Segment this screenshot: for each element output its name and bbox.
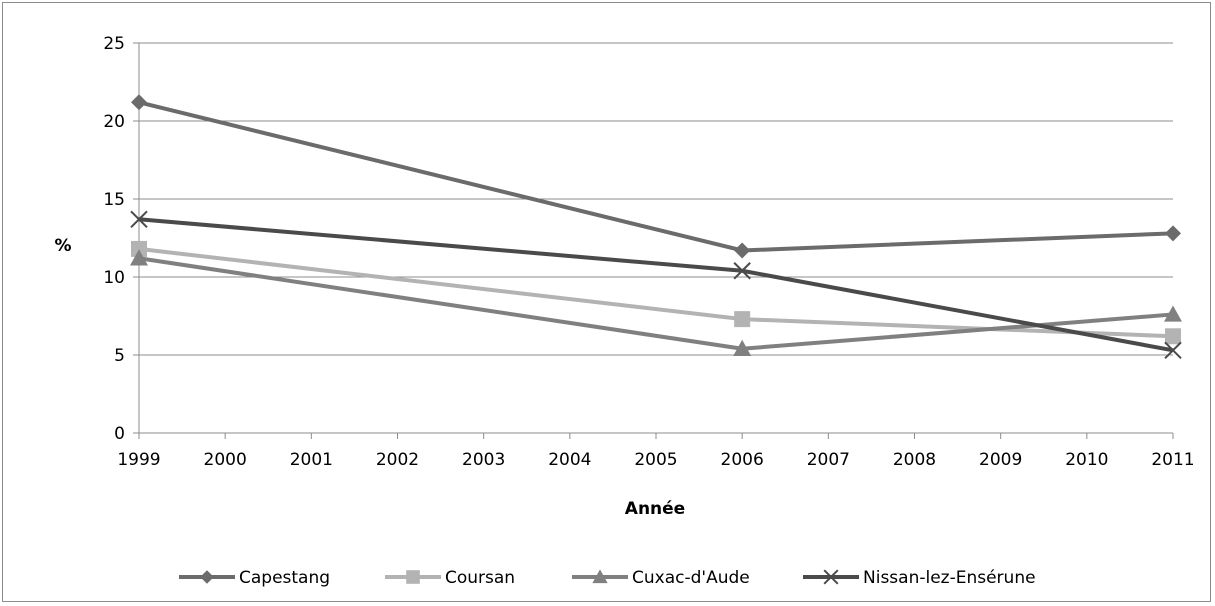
series-lines xyxy=(138,100,1174,353)
y-tick-label: 0 xyxy=(114,424,125,444)
x-tick-label: 1999 xyxy=(117,450,160,470)
legend-item-capestang: Capestang xyxy=(179,568,330,588)
data-point-coursan xyxy=(734,311,751,328)
y-axis-title: % xyxy=(54,236,71,256)
line-chart: 0 5 10 15 20 25 1999 2000 2001 2002 2003 2004 2005 20… xyxy=(54,34,1194,588)
y-tick-label: 5 xyxy=(114,346,125,366)
legend-marker xyxy=(592,569,608,584)
data-point-nissan-lez-ens-rune xyxy=(1164,341,1182,360)
legend-marker xyxy=(823,569,839,585)
x-tick-label: 2011 xyxy=(1151,450,1194,470)
y-tick-label: 20 xyxy=(103,112,125,132)
data-point-coursan xyxy=(1165,328,1181,345)
data-point-cuxac-d-aude xyxy=(1164,305,1182,322)
x-tick-label: 2010 xyxy=(1065,450,1108,470)
legend-marker xyxy=(200,570,214,584)
y-tick-label: 10 xyxy=(103,268,125,288)
legend-item-cuxac-d-aude: Cuxac-d'Aude xyxy=(572,568,750,588)
axes: 0 5 10 15 20 25 1999 2000 2001 2002 2003 2004 2005 20… xyxy=(103,34,1194,470)
data-point-cuxac-d-aude xyxy=(130,249,148,266)
data-point-cuxac-d-aude xyxy=(733,339,752,356)
x-tick-label: 2005 xyxy=(634,450,677,470)
x-axis-title: Année xyxy=(625,499,685,519)
legend-label: Nissan-lez-Ensérune xyxy=(863,568,1036,588)
data-point-coursan xyxy=(131,240,147,257)
x-tick-label: 2002 xyxy=(376,450,419,470)
series-line-cuxac-d-aude xyxy=(138,256,1174,351)
gridlines xyxy=(139,42,1173,356)
legend-item-nissan-lez-ens-rune: Nissan-lez-Ensérune xyxy=(803,568,1036,588)
data-point-capestang xyxy=(131,94,147,111)
x-tick-label: 2007 xyxy=(807,450,850,470)
legend-marker xyxy=(406,570,420,584)
legend-label: Coursan xyxy=(445,568,515,588)
x-tick-label: 2000 xyxy=(204,450,247,470)
legend-label: Capestang xyxy=(239,568,330,588)
series-markers xyxy=(130,94,1182,360)
legend-item-coursan: Coursan xyxy=(385,568,515,588)
data-point-nissan-lez-ens-rune xyxy=(733,262,751,280)
x-tick-label: 2009 xyxy=(979,450,1022,470)
data-point-nissan-lez-ens-rune xyxy=(130,210,148,228)
x-tick-label: 2008 xyxy=(893,450,936,470)
x-tick-label: 2006 xyxy=(721,450,764,470)
legend: Capestang Coursan Cuxac-d'Aude Nissan-lez-E… xyxy=(179,568,1036,588)
x-tick-label: 2004 xyxy=(548,450,591,470)
y-tick-label: 25 xyxy=(103,34,125,54)
data-point-capestang xyxy=(734,242,751,259)
x-tick-label: 2001 xyxy=(290,450,333,470)
data-point-capestang xyxy=(1165,225,1181,242)
legend-label: Cuxac-d'Aude xyxy=(632,568,750,588)
x-tick-label: 2003 xyxy=(462,450,505,470)
series-line-capestang xyxy=(138,100,1174,253)
y-tick-label: 15 xyxy=(103,190,125,210)
